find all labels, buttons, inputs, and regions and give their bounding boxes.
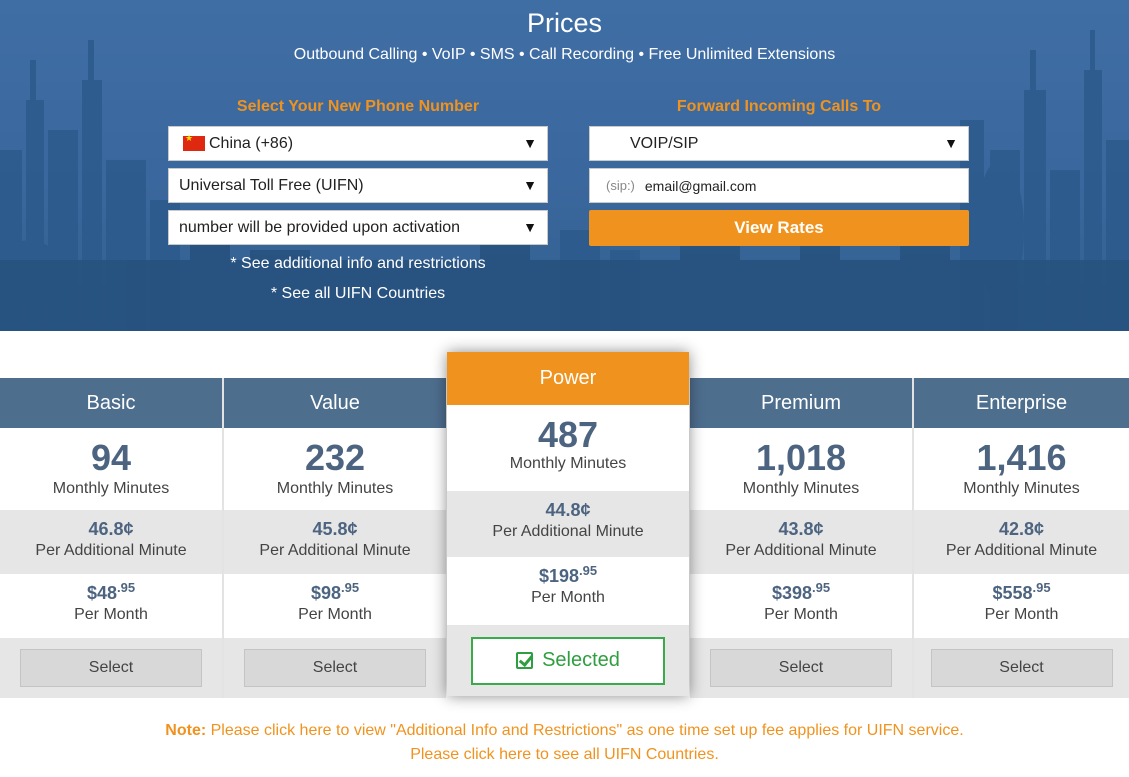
additional-minute-rate: 43.8¢ [778,519,824,539]
plan-name: Value [224,378,446,428]
price-dollars: $98 [310,583,341,603]
page-title: Prices [526,8,602,38]
monthly-minutes-label: Monthly Minutes [742,480,860,497]
monthly-minutes-value: 1,416 [976,437,1067,478]
phone-number-select[interactable]: number will be provided upon activation … [168,210,548,245]
select-plan-button[interactable]: Select [20,649,202,687]
monthly-minutes-label: Monthly Minutes [52,480,170,497]
forward-type-select-value: VOIP/SIP [630,134,699,152]
select-plan-button[interactable]: Select [930,649,1113,687]
plan-card-basic: Basic 94 Monthly Minutes 46.8¢ Per Addit… [0,378,222,698]
additional-minute-label: Per Additional Minute [35,542,187,559]
note-line-1[interactable]: Note: Please click here to view "Additio… [0,719,1129,743]
price-dollars: $198 [538,566,579,586]
monthly-minutes-value: 487 [537,414,599,455]
plan-card-value: Value 232 Monthly Minutes 45.8¢ Per Addi… [224,378,446,698]
plan-card-premium: Premium 1,018 Monthly Minutes 43.8¢ Per … [690,378,912,698]
monthly-minutes-value: 232 [304,437,366,478]
plan-name: Power [447,352,689,405]
new-number-label: Select Your New Phone Number [236,98,480,115]
monthly-price: $48.95 [0,580,222,604]
divider [222,378,224,698]
additional-minute-label: Per Additional Minute [725,542,877,559]
sip-address-value: email@gmail.com [644,177,757,194]
chevron-down-icon: ▼ [523,219,537,235]
forward-type-select[interactable]: VOIP/SIP ▼ [589,126,969,161]
page-subtitle: Outbound Calling • VoIP • SMS • Call Rec… [293,46,836,63]
price-cents: .95 [578,563,598,578]
plan-name: Premium [690,378,912,428]
price-period-label: Per Month [298,606,372,623]
plan-card-power: Power 487 Monthly Minutes 44.8¢ Per Addi… [447,352,689,696]
additional-minute-rate: 42.8¢ [998,519,1045,539]
additional-minute-label: Per Additional Minute [492,523,644,540]
number-type-select-value: Universal Toll Free (UIFN) [179,176,364,194]
monthly-price: $198.95 [447,563,689,587]
monthly-price: $398.95 [690,580,912,604]
divider [912,378,914,698]
monthly-price: $558.95 [914,580,1129,604]
note-info-link[interactable]: Please click here to view "Additional In… [206,722,964,739]
additional-minute-rate: 44.8¢ [545,500,591,520]
price-cents: .95 [811,580,831,595]
additional-info-link[interactable]: * See additional info and restrictions [230,255,486,272]
plan-name: Basic [0,378,222,428]
country-select[interactable]: China (+86) ▼ [168,126,548,161]
city-skyline-illustration [0,30,1129,331]
plan-name: Enterprise [914,378,1129,428]
additional-minute-label: Per Additional Minute [945,542,1098,559]
china-flag-icon [183,133,205,151]
plan-card-enterprise: Enterprise 1,416 Monthly Minutes 42.8¢ P… [914,378,1129,698]
price-cents: .95 [116,580,136,595]
view-rates-button[interactable]: View Rates [589,210,969,246]
monthly-minutes-label: Monthly Minutes [276,480,394,497]
select-plan-button[interactable]: Select [710,649,892,687]
hero-banner: Prices Outbound Calling • VoIP • SMS • C… [0,0,1129,331]
selected-plan-button[interactable]: Selected [471,636,665,685]
select-plan-button[interactable]: Select [244,649,426,687]
price-period-label: Per Month [764,606,838,623]
chevron-down-icon: ▼ [944,135,958,151]
price-period-label: Per Month [531,589,605,606]
checkbox-checked-icon [516,652,534,669]
additional-minute-rate: 45.8¢ [312,519,358,539]
sip-prefix-label: (sip:) [606,178,635,193]
monthly-minutes-value: 1,018 [755,437,847,478]
chevron-down-icon: ▼ [523,177,537,193]
additional-minute-rate: 46.8¢ [88,519,134,539]
price-cents: .95 [340,580,360,595]
price-dollars: $48 [86,583,117,603]
price-dollars: $558 [992,583,1033,603]
uifn-countries-link[interactable]: * See all UIFN Countries [270,285,446,302]
selected-label: Selected [542,649,620,671]
monthly-price: $98.95 [224,580,446,604]
additional-minute-label: Per Additional Minute [259,542,411,559]
chevron-down-icon: ▼ [523,135,537,151]
monthly-minutes-value: 94 [90,437,132,478]
monthly-minutes-label: Monthly Minutes [509,455,627,472]
price-cents: .95 [1032,580,1051,595]
phone-number-select-value: number will be provided upon activation [179,218,461,236]
price-period-label: Per Month [74,606,148,623]
note-countries-link[interactable]: Please click here to see all UIFN Countr… [410,746,719,763]
sip-address-input[interactable]: (sip:) email@gmail.com [589,168,969,203]
note-prefix: Note: [165,722,207,739]
forward-calls-label: Forward Incoming Calls To [676,98,882,115]
price-dollars: $398 [771,583,812,603]
uifn-note: Note: Please click here to view "Additio… [0,719,1129,767]
country-select-value: China (+86) [209,134,294,152]
monthly-minutes-label: Monthly Minutes [963,480,1080,497]
number-type-select[interactable]: Universal Toll Free (UIFN) ▼ [168,168,548,203]
price-period-label: Per Month [984,606,1059,623]
